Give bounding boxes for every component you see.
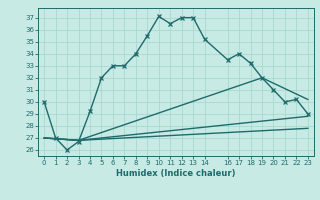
X-axis label: Humidex (Indice chaleur): Humidex (Indice chaleur) <box>116 169 236 178</box>
